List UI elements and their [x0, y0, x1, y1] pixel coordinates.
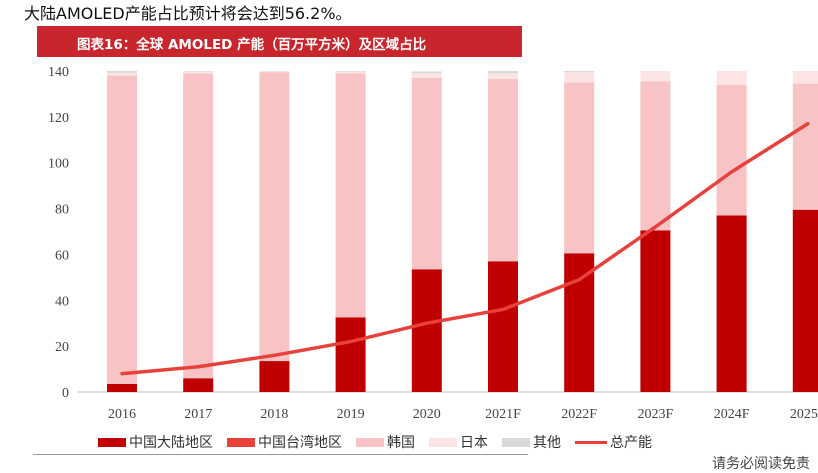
y-tick-label: 60 — [55, 248, 69, 263]
bar-0-2025F — [793, 210, 818, 392]
bar-2-2022F — [564, 82, 594, 253]
bar-0-2016 — [107, 384, 137, 392]
legend-swatch-total — [575, 441, 607, 444]
y-tick-label: 0 — [62, 386, 69, 401]
bar-4-2019 — [336, 71, 366, 72]
legend-swatch-mainland — [98, 438, 126, 447]
x-tick-label: 2024F — [714, 407, 750, 422]
legend-item-korea: 韩国 — [356, 432, 415, 452]
bar-3-2023F — [640, 71, 670, 81]
bar-2-2023F — [640, 81, 670, 230]
legend-label-other: 其他 — [533, 432, 561, 452]
x-tick-label: 2019 — [337, 407, 365, 422]
legend-item-other: 其他 — [502, 432, 561, 452]
bar-2-2017 — [183, 73, 213, 378]
x-tick-label: 2021F — [485, 407, 521, 422]
bar-3-2022F — [564, 72, 594, 82]
x-tick-label: 2022F — [561, 407, 597, 422]
bar-4-2020 — [412, 71, 442, 73]
bar-3-2024F — [717, 71, 747, 85]
bar-3-2020 — [412, 73, 442, 78]
x-tick-label: 2017 — [184, 407, 212, 422]
bar-0-2020 — [412, 269, 442, 392]
bottom-rule — [33, 454, 528, 455]
x-tick-label: 2023F — [638, 407, 674, 422]
bar-series — [107, 71, 818, 392]
y-tick-label: 20 — [55, 340, 69, 355]
bar-0-2023F — [640, 230, 670, 392]
bar-3-2016 — [107, 73, 137, 76]
x-tick-label: 2016 — [108, 407, 136, 422]
bar-2-2020 — [412, 78, 442, 269]
y-tick-label: 100 — [48, 157, 69, 172]
legend-label-total: 总产能 — [610, 432, 652, 452]
legend-item-total: 总产能 — [575, 432, 652, 452]
legend-item-japan: 日本 — [429, 432, 488, 452]
y-tick-label: 40 — [55, 294, 69, 309]
total-line — [122, 124, 808, 374]
legend-label-japan: 日本 — [460, 432, 488, 452]
legend-item-mainland: 中国大陆地区 — [98, 432, 213, 452]
x-tick-label: 2020 — [413, 407, 441, 422]
bar-0-2021F — [488, 261, 518, 392]
bar-0-2024F — [717, 215, 747, 392]
legend: 中国大陆地区 中国台湾地区 韩国 日本 其他 总产能 — [98, 432, 666, 452]
bar-3-2019 — [336, 72, 366, 74]
legend-item-taiwan: 中国台湾地区 — [227, 432, 342, 452]
legend-swatch-other — [502, 438, 530, 447]
bar-3-2025F — [793, 71, 818, 84]
y-tick-label: 140 — [48, 65, 69, 80]
x-tick-label: 2025F — [790, 407, 818, 422]
bar-4-2022F — [564, 71, 594, 72]
legend-label-korea: 韩国 — [387, 432, 415, 452]
bar-3-2017 — [183, 71, 213, 73]
legend-label-taiwan: 中国台湾地区 — [258, 432, 342, 452]
bar-0-2019 — [336, 317, 366, 392]
footer-cut-text: 请务必阅读免责 — [712, 453, 810, 473]
total-line-series — [122, 124, 808, 374]
bar-2-2016 — [107, 76, 137, 384]
bar-2-2025F — [793, 84, 818, 210]
legend-swatch-korea — [356, 438, 384, 447]
bar-2-2021F — [488, 79, 518, 261]
y-axis-ticks: 0 20 40 60 80 100 120 140 — [48, 65, 69, 401]
bar-4-2021F — [488, 71, 518, 73]
legend-label-mainland: 中国大陆地区 — [129, 432, 213, 452]
bar-4-2016 — [107, 71, 137, 73]
bar-0-2017 — [183, 378, 213, 392]
x-tick-label: 2018 — [260, 407, 288, 422]
legend-swatch-japan — [429, 438, 457, 447]
y-tick-label: 80 — [55, 203, 69, 218]
y-tick-label: 120 — [48, 111, 69, 126]
bar-3-2018 — [259, 71, 289, 72]
bar-2-2024F — [717, 85, 747, 216]
legend-swatch-taiwan — [227, 438, 255, 447]
x-axis-ticks: 2016 2017 2018 2019 2020 2021F 2022F 2023F 2024F… — [108, 407, 818, 422]
bar-0-2018 — [259, 361, 289, 392]
bar-3-2021F — [488, 73, 518, 79]
bar-2-2018 — [259, 72, 289, 361]
bar-2-2019 — [336, 73, 366, 317]
